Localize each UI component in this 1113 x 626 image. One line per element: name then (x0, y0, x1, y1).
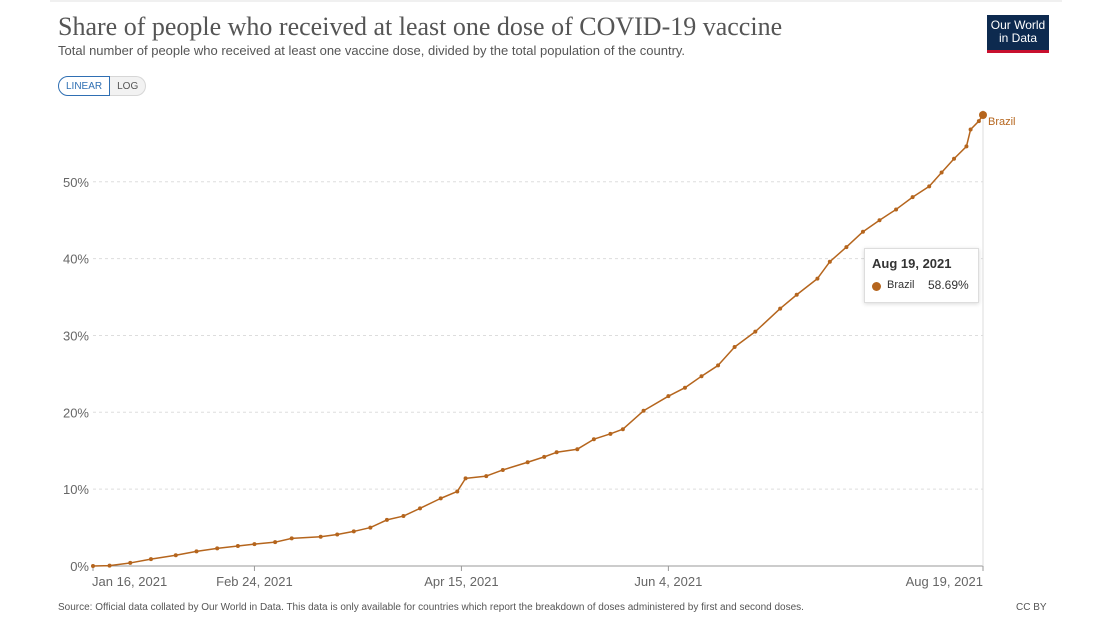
data-point (194, 549, 199, 554)
x-tick-label: Apr 15, 2021 (424, 574, 498, 589)
data-point (128, 560, 133, 565)
data-point (894, 207, 899, 212)
data-point (778, 306, 783, 311)
data-point (860, 229, 865, 234)
top-border (50, 0, 1062, 2)
data-point (401, 514, 406, 519)
data-point (939, 170, 944, 175)
data-point (554, 450, 559, 455)
data-point (148, 557, 153, 562)
data-point (844, 245, 849, 250)
tooltip-series-value: 58.69% (928, 278, 969, 292)
data-point (682, 385, 687, 390)
hover-tooltip: Aug 19, 2021 Brazil 58.69% (864, 248, 979, 303)
logo-text: Our World in Data (990, 18, 1046, 45)
license-link[interactable]: CC BY (1016, 602, 1047, 613)
data-point (351, 529, 356, 534)
data-point (910, 195, 915, 200)
data-point (575, 447, 580, 452)
data-point (827, 259, 832, 264)
data-point (173, 553, 178, 558)
data-point (273, 540, 278, 545)
data-point (877, 218, 882, 223)
x-tick-label: Aug 19, 2021 (906, 574, 983, 589)
data-point (952, 156, 957, 161)
chart-subtitle: Total number of people who received at l… (58, 43, 686, 58)
tooltip-series-name: Brazil (887, 279, 915, 291)
data-point (500, 467, 505, 472)
data-point (815, 276, 820, 281)
data-point (641, 408, 646, 413)
owid-logo[interactable]: Our World in Data (987, 15, 1049, 53)
tooltip-date: Aug 19, 2021 (872, 256, 952, 271)
x-tick-label: Feb 24, 2021 (216, 574, 293, 589)
data-point (215, 546, 220, 551)
chart-title: Share of people who received at least on… (58, 12, 783, 41)
y-tick-label: 20% (63, 405, 89, 420)
data-point (716, 363, 721, 368)
data-point (794, 292, 799, 297)
y-tick-label: 50% (63, 175, 89, 190)
data-point (438, 496, 443, 501)
data-point (525, 460, 530, 465)
data-point (455, 489, 460, 494)
data-point (976, 119, 981, 124)
y-tick-label: 0% (70, 559, 89, 574)
scale-toggle: LINEAR LOG (58, 76, 147, 96)
data-point (964, 144, 969, 149)
data-point (252, 542, 257, 547)
series-line-brazil (92, 114, 984, 567)
data-point (591, 437, 596, 442)
x-tick-label: Jun 4, 2021 (634, 574, 702, 589)
y-tick-label: 10% (63, 482, 89, 497)
data-point (384, 517, 389, 522)
data-point (463, 476, 468, 481)
y-tick-label: 30% (63, 328, 89, 343)
data-point (91, 564, 95, 568)
series-end-point (979, 111, 987, 119)
data-point (335, 532, 340, 537)
data-point (699, 374, 704, 379)
data-point (666, 394, 671, 399)
linear-scale-button[interactable]: LINEAR (58, 76, 111, 96)
series-label: Brazil (988, 116, 1016, 128)
data-point (542, 454, 547, 459)
source-note: Source: Official data collated by Our Wo… (58, 602, 804, 613)
data-point (968, 127, 973, 132)
data-point (927, 184, 932, 189)
x-tick-label: Jan 16, 2021 (92, 574, 167, 589)
data-point (620, 427, 625, 432)
data-point (484, 474, 489, 479)
data-point (368, 525, 373, 530)
log-scale-button[interactable]: LOG (110, 76, 147, 96)
data-point (235, 544, 240, 549)
tooltip-series-dot (872, 282, 881, 291)
y-tick-label: 40% (63, 252, 89, 267)
data-point (418, 506, 423, 511)
data-point (753, 329, 758, 334)
data-point (608, 431, 613, 436)
data-point (289, 536, 294, 541)
data-point (107, 563, 112, 568)
data-point (318, 534, 323, 539)
data-point (732, 344, 737, 349)
